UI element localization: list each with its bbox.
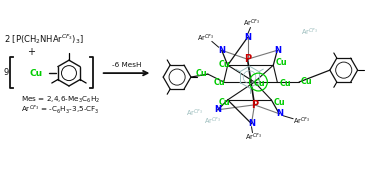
Text: Cu: Cu bbox=[219, 98, 230, 107]
Text: -6 MesH: -6 MesH bbox=[112, 62, 141, 68]
Text: Cu: Cu bbox=[196, 69, 208, 78]
Text: N: N bbox=[244, 33, 251, 42]
Text: Ar$^{CF_3}$ = -C$_6$H$_3$-3,5-CF$_3$: Ar$^{CF_3}$ = -C$_6$H$_3$-3,5-CF$_3$ bbox=[22, 104, 100, 116]
Text: Ar$^{CF_3}$: Ar$^{CF_3}$ bbox=[245, 132, 262, 143]
Text: P: P bbox=[251, 100, 258, 110]
Text: N: N bbox=[248, 119, 255, 128]
Text: Ar$^{CF_3}$: Ar$^{CF_3}$ bbox=[186, 108, 203, 119]
Text: Cu: Cu bbox=[301, 77, 313, 85]
Text: 2 [P(CH$_2$NHAr$^{CF_3}$)$_3$]: 2 [P(CH$_2$NHAr$^{CF_3}$)$_3$] bbox=[3, 33, 83, 46]
Text: Cu: Cu bbox=[273, 98, 285, 107]
Text: Mes = 2,4,6-Me$_3$C$_6$H$_2$: Mes = 2,4,6-Me$_3$C$_6$H$_2$ bbox=[22, 95, 101, 105]
Text: Ar$^{CF_3}$: Ar$^{CF_3}$ bbox=[197, 33, 214, 44]
Text: N: N bbox=[274, 46, 281, 55]
Text: Cu: Cu bbox=[279, 79, 291, 88]
Text: Ar$^{CF_3}$: Ar$^{CF_3}$ bbox=[243, 18, 260, 29]
Text: P: P bbox=[244, 54, 251, 64]
Text: Cu: Cu bbox=[29, 69, 42, 78]
Text: Cu: Cu bbox=[214, 78, 225, 87]
Text: 9: 9 bbox=[3, 68, 9, 77]
Text: Ar$^{CF_3}$: Ar$^{CF_3}$ bbox=[293, 116, 310, 127]
Text: N: N bbox=[218, 46, 225, 55]
Text: Ar$^{CF_3}$: Ar$^{CF_3}$ bbox=[204, 116, 221, 127]
Text: Cu: Cu bbox=[275, 58, 287, 67]
Text: Cu: Cu bbox=[254, 79, 265, 88]
Text: N: N bbox=[276, 109, 283, 118]
Text: +: + bbox=[27, 47, 35, 57]
Text: Ar$^{CF_3}$: Ar$^{CF_3}$ bbox=[301, 27, 318, 38]
Text: N: N bbox=[214, 105, 221, 114]
Text: Cu: Cu bbox=[219, 60, 230, 69]
